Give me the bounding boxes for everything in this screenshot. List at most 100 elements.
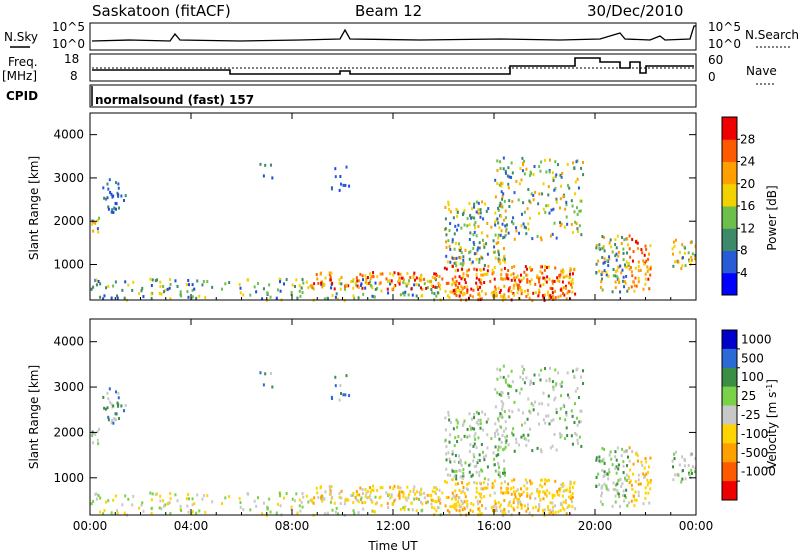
velocity-echo-cell xyxy=(513,490,516,494)
velocity-echo-cell xyxy=(574,431,577,435)
velocity-echo-cell xyxy=(598,455,601,459)
velocity-echo-cell xyxy=(438,488,441,492)
velocity-echo-cell xyxy=(548,366,551,370)
power-echo-cell xyxy=(507,231,510,235)
power-echo-cell xyxy=(646,269,649,273)
velocity-echo-cell xyxy=(483,458,486,462)
power-echo-cell xyxy=(516,274,519,278)
velocity-echo-cell xyxy=(412,487,415,491)
power-echo-cell xyxy=(537,294,540,298)
power-echo-cell xyxy=(445,245,448,249)
power-echo-cell xyxy=(448,229,451,233)
velocity-echo-cell xyxy=(435,487,438,491)
velocity-echo-cell xyxy=(515,489,518,493)
velocity-echo-cell xyxy=(545,379,548,383)
power-echo-cell xyxy=(186,290,189,294)
velocity-echo-cell xyxy=(496,428,499,432)
velocity-cbar-label-main: Velocity [m s xyxy=(765,392,779,469)
nave-tick-bottom: 0 xyxy=(708,70,716,84)
power-echo-cell xyxy=(640,248,643,252)
velocity-echo-cell xyxy=(517,500,520,504)
velocity-echo-cell xyxy=(513,449,516,453)
velocity-echo-cell xyxy=(534,497,537,501)
velocity-echo-cell xyxy=(503,467,506,471)
velocity-echo-cell xyxy=(570,494,573,498)
power-echo-cell xyxy=(482,238,485,242)
power-echo-cell xyxy=(528,280,531,284)
velocity-cbar-label-close: ] xyxy=(765,379,779,384)
power-echo-cell xyxy=(627,263,630,267)
power-echo-cell xyxy=(435,274,438,278)
velocity-echo-cell xyxy=(387,506,390,510)
power-echo-cell xyxy=(338,188,341,192)
power-echo-cell xyxy=(512,216,515,220)
velocity-echo-cell xyxy=(344,393,347,397)
velocity-echo-cell xyxy=(279,504,282,508)
power-echo-cell xyxy=(542,207,545,211)
velocity-echo-cell xyxy=(617,463,620,467)
power-echo-cell xyxy=(500,276,503,280)
velocity-echo-cell xyxy=(458,503,461,507)
velocity-echo-cell xyxy=(330,395,333,399)
colorbar-segment xyxy=(722,206,737,229)
power-echo-cell xyxy=(470,216,473,220)
power-echo-cell xyxy=(400,276,403,280)
power-echo-cell xyxy=(521,169,524,173)
power-echo-cell xyxy=(474,226,477,230)
power-echo-cell xyxy=(580,199,583,203)
power-echo-cell xyxy=(610,245,613,249)
power-echo-cell xyxy=(694,253,697,257)
velocity-echo-cell xyxy=(340,489,343,493)
velocity-echo-cell xyxy=(602,457,605,461)
velocity-echo-cell xyxy=(353,511,356,515)
power-echo-cell xyxy=(507,182,510,186)
power-echo-cell xyxy=(454,241,457,245)
velocity-echo-cell xyxy=(430,498,433,502)
power-echo-cell xyxy=(486,272,489,276)
velocity-echo-cell xyxy=(193,502,196,506)
power-echo-cell xyxy=(266,292,269,296)
velocity-echo-cell xyxy=(366,489,369,493)
power-echo-cell xyxy=(555,197,558,201)
power-echo-cell xyxy=(111,208,114,212)
power-echo-cell xyxy=(330,286,333,290)
velocity-echo-cell xyxy=(367,496,370,500)
velocity-echo-cell xyxy=(547,394,550,398)
velocity-echo-cell xyxy=(595,485,598,489)
velocity-echo-cell xyxy=(409,489,412,493)
power-echo-cell xyxy=(456,268,459,272)
velocity-echo-cell xyxy=(486,465,489,469)
power-echo-cell xyxy=(616,277,619,281)
velocity-echo-cell xyxy=(458,468,461,472)
velocity-echo-cell xyxy=(489,493,492,497)
velocity-echo-cell xyxy=(362,507,365,511)
velocity-echo-cell xyxy=(445,452,448,456)
power-echo-cell xyxy=(599,285,602,289)
power-echo-cell xyxy=(573,166,576,170)
power-echo-cell xyxy=(249,293,252,297)
colorbar-tick-label: 500 xyxy=(741,351,764,365)
power-echo-cell xyxy=(503,235,506,239)
power-echo-cell xyxy=(276,288,279,292)
velocity-echo-cell xyxy=(560,433,563,437)
velocity-echo-cell xyxy=(445,481,448,485)
power-echo-cell xyxy=(376,275,379,279)
velocity-echo-cell xyxy=(361,492,364,496)
power-echo-cell xyxy=(259,162,262,166)
velocity-echo-cell xyxy=(462,486,465,490)
velocity-echo-cell xyxy=(462,474,465,478)
power-echo-cell xyxy=(426,286,429,290)
velocity-echo-cell xyxy=(555,411,558,415)
power-echo-cell xyxy=(411,293,414,297)
power-echo-cell xyxy=(364,286,367,290)
velocity-echo-cell xyxy=(493,479,496,483)
power-echo-cell xyxy=(522,201,525,205)
velocity-echo-cell xyxy=(460,499,463,503)
velocity-echo-cell xyxy=(548,379,551,383)
velocity-echo-cell xyxy=(451,452,454,456)
nsky-tick-bottom: 10^0 xyxy=(52,37,85,51)
power-echo-cell xyxy=(444,217,447,221)
velocity-echo-cell xyxy=(539,478,542,482)
power-echo-cell xyxy=(562,269,565,273)
